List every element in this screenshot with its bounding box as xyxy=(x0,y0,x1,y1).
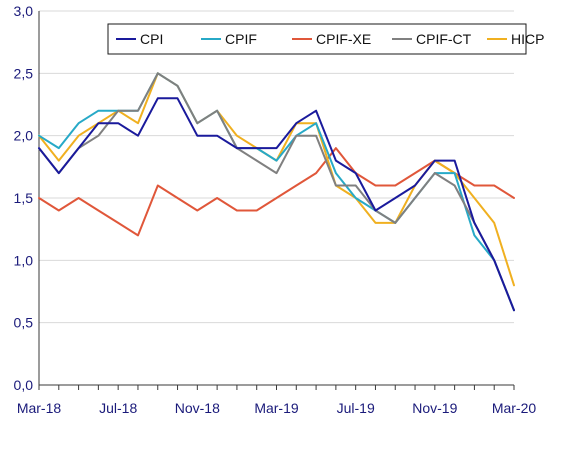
x-tick-label: Jul-18 xyxy=(99,400,137,416)
y-tick-label: 2,0 xyxy=(14,128,34,144)
x-tick-label: Mar-19 xyxy=(254,400,299,416)
legend-label: CPI xyxy=(140,31,163,47)
series-line-cpi xyxy=(38,97,515,312)
series-line-cpif-ct xyxy=(38,72,515,312)
x-tick-label: Mar-20 xyxy=(492,400,537,416)
y-axis-tick-labels: 0,0 0,5 1,0 1,5 2,0 2,5 3,0 xyxy=(14,3,34,393)
y-tick-label: 1,0 xyxy=(14,252,34,268)
y-tick-label: 1,5 xyxy=(14,190,34,206)
x-axis-tick-labels: Mar-18 Jul-18 Nov-18 Mar-19 Jul-19 Nov-19 Mar-… xyxy=(17,400,537,416)
y-tick-label: 2,5 xyxy=(14,65,34,81)
legend-label: CPIF-CT xyxy=(416,31,472,47)
legend-box xyxy=(107,23,527,55)
x-tick-label: Nov-19 xyxy=(412,400,457,416)
legend: CPI CPIF CPIF-XE CPIF-CT HICP xyxy=(107,23,544,55)
x-tick-label: Mar-18 xyxy=(17,400,62,416)
y-tick-label: 3,0 xyxy=(14,3,34,19)
axes xyxy=(38,11,515,390)
legend-label: HICP xyxy=(511,31,544,47)
series-lines xyxy=(38,72,515,312)
legend-label: CPIF xyxy=(225,31,257,47)
gridlines xyxy=(39,10,514,324)
y-tick-label: 0,5 xyxy=(14,315,34,331)
x-tick-label: Nov-18 xyxy=(175,400,220,416)
legend-label: CPIF-XE xyxy=(316,31,371,47)
series-line-hicp xyxy=(38,72,515,287)
y-tick-label: 0,0 xyxy=(14,377,34,393)
series-line-cpif xyxy=(38,72,515,312)
x-tick-label: Jul-19 xyxy=(337,400,375,416)
